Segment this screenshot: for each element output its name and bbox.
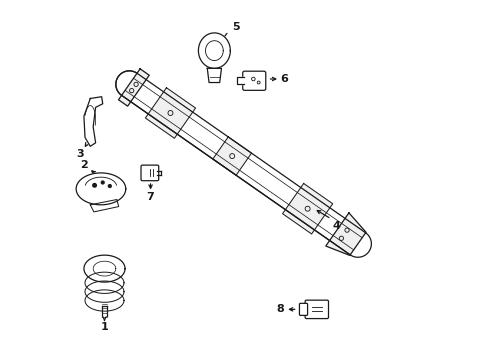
FancyBboxPatch shape — [299, 303, 307, 315]
Polygon shape — [198, 33, 230, 68]
Polygon shape — [84, 255, 125, 282]
FancyBboxPatch shape — [242, 71, 265, 90]
Text: 6: 6 — [279, 74, 287, 84]
Polygon shape — [145, 88, 195, 138]
FancyBboxPatch shape — [141, 165, 159, 181]
Polygon shape — [85, 290, 124, 311]
Circle shape — [108, 185, 111, 188]
Polygon shape — [325, 213, 365, 255]
Text: 5: 5 — [231, 22, 239, 32]
Text: 4: 4 — [332, 221, 340, 231]
Polygon shape — [237, 77, 244, 84]
Polygon shape — [90, 199, 119, 212]
Polygon shape — [76, 173, 125, 205]
Polygon shape — [116, 71, 370, 257]
Circle shape — [101, 181, 104, 184]
Polygon shape — [207, 68, 221, 82]
Polygon shape — [85, 272, 124, 293]
Text: 2: 2 — [80, 160, 88, 170]
Text: 8: 8 — [276, 304, 284, 314]
Polygon shape — [282, 184, 332, 234]
Polygon shape — [118, 69, 149, 106]
Circle shape — [93, 184, 96, 187]
Polygon shape — [84, 97, 102, 146]
Text: 3: 3 — [77, 149, 84, 159]
Text: 1: 1 — [101, 322, 108, 332]
Text: 7: 7 — [146, 192, 154, 202]
Polygon shape — [212, 137, 251, 175]
Polygon shape — [85, 281, 124, 302]
FancyBboxPatch shape — [305, 300, 328, 319]
